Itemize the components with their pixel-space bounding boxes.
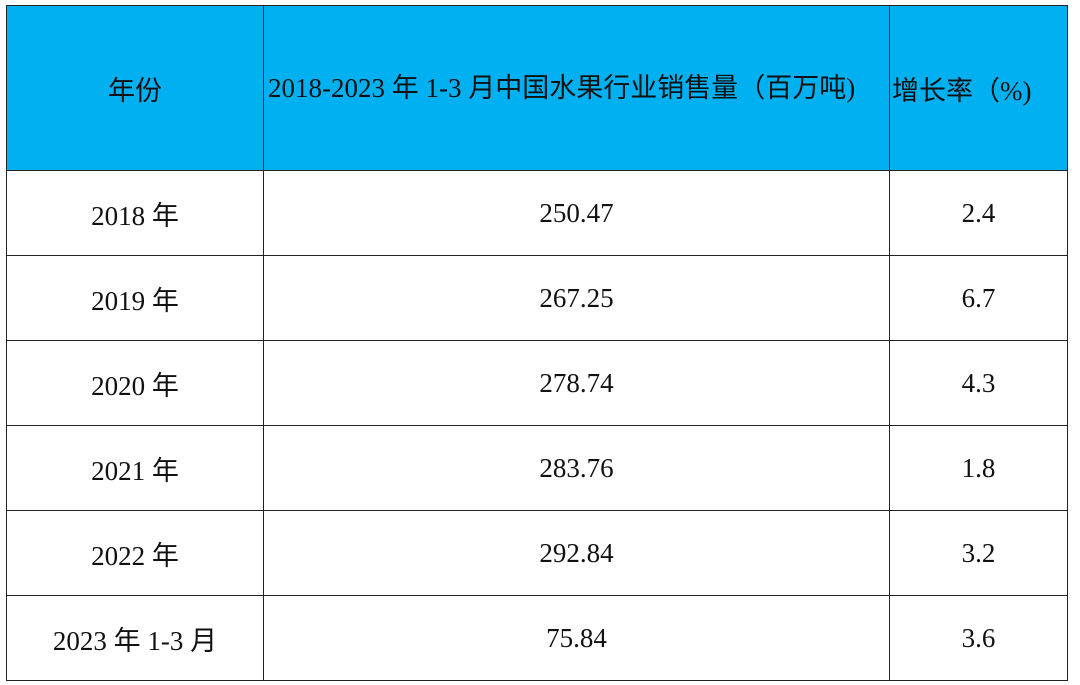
header-cell: 2018-2023 年 1-3 月中国水果行业销售量（百万吨) [263, 5, 890, 171]
table-cell: 250.47 [263, 170, 890, 256]
table-cell: 3.6 [889, 595, 1068, 681]
header-cell: 增长率（%) [889, 5, 1068, 171]
table-cell: 2.4 [889, 170, 1068, 256]
table-cell: 2019 年 [6, 255, 264, 341]
table-cell: 75.84 [263, 595, 890, 681]
table-cell: 2020 年 [6, 340, 264, 426]
table-cell: 2021 年 [6, 425, 264, 511]
table-cell: 2023 年 1-3 月 [6, 595, 264, 681]
table-row: 2023 年 1-3 月 75.84 3.6 [6, 595, 1068, 681]
table-body: 2018 年 250.47 2.4 2019 年 267.25 6.7 2020 年 278.… [6, 170, 1068, 681]
sales-table: 年份 2018-2023 年 1-3 月中国水果行业销售量（百万吨) 增长率（%… [6, 5, 1068, 681]
table-cell: 6.7 [889, 255, 1068, 341]
table-row: 2019 年 267.25 6.7 [6, 255, 1068, 341]
table-row: 2021 年 283.76 1.8 [6, 425, 1068, 511]
header-row: 年份 2018-2023 年 1-3 月中国水果行业销售量（百万吨) 增长率（%… [6, 5, 1068, 171]
table-row: 2022 年 292.84 3.2 [6, 510, 1068, 596]
table-row: 2020 年 278.74 4.3 [6, 340, 1068, 426]
table-cell: 278.74 [263, 340, 890, 426]
header-cell: 年份 [6, 5, 264, 171]
table-cell: 292.84 [263, 510, 890, 596]
table-cell: 4.3 [889, 340, 1068, 426]
table-cell: 1.8 [889, 425, 1068, 511]
table-container: 年份 2018-2023 年 1-3 月中国水果行业销售量（百万吨) 增长率（%… [6, 5, 1068, 681]
table-cell: 267.25 [263, 255, 890, 341]
table-row: 2018 年 250.47 2.4 [6, 170, 1068, 256]
table-header: 年份 2018-2023 年 1-3 月中国水果行业销售量（百万吨) 增长率（%… [6, 5, 1068, 171]
table-cell: 3.2 [889, 510, 1068, 596]
table-cell: 283.76 [263, 425, 890, 511]
table-cell: 2022 年 [6, 510, 264, 596]
table-cell: 2018 年 [6, 170, 264, 256]
